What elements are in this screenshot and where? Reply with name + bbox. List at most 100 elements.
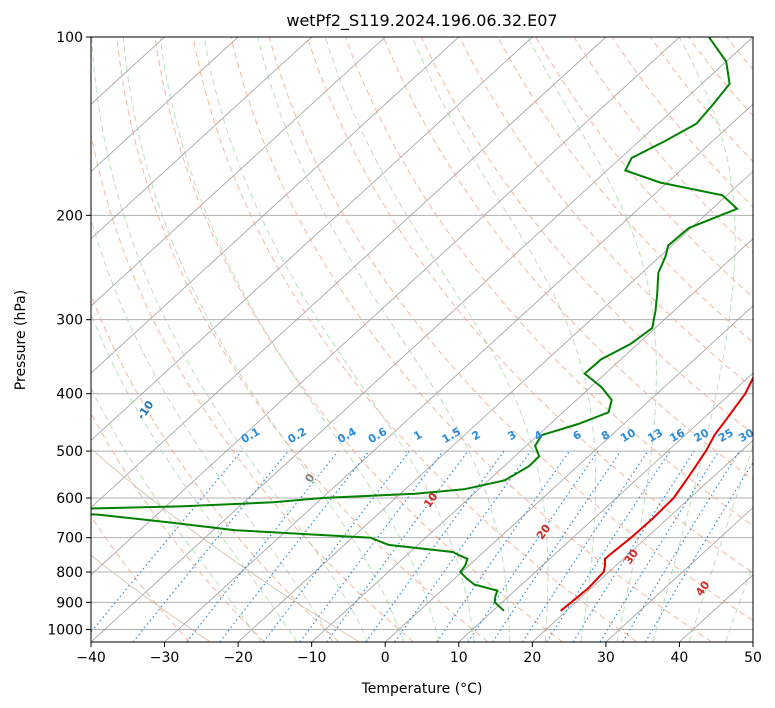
moist-adiabat — [159, 37, 440, 642]
y-tick-label: 900 — [56, 595, 83, 611]
y-tick-label: 1000 — [47, 622, 83, 638]
isotherm-line — [91, 37, 239, 173]
isotherm-line — [91, 37, 680, 576]
isotherm-line — [311, 238, 753, 642]
mixing-ratio-label: 36 — [757, 426, 775, 445]
plot-frame — [90, 36, 754, 643]
x-tick-label: −10 — [297, 650, 327, 666]
mixing-ratio-line — [219, 450, 370, 642]
dry-adiabat — [154, 37, 563, 642]
mixing-ratio-line — [436, 450, 570, 642]
mixing-ratio-line — [521, 450, 649, 642]
x-tick-label: −20 — [223, 650, 253, 666]
moist-adiabat — [688, 444, 753, 642]
mixing-ratio-label: 0.1 — [239, 425, 262, 446]
mixing-ratio-line — [546, 450, 671, 642]
isotherm-line — [91, 37, 460, 374]
mixing-ratio-line — [644, 461, 753, 642]
y-tick-label: 500 — [56, 444, 83, 460]
axes: −40 −30 −20 −10 0 10 20 30 40 5010020030040050060… — [47, 30, 762, 666]
moist-adiabat — [91, 217, 334, 642]
isotherm-line — [91, 37, 753, 642]
mixing-ratio-label: 10 — [618, 426, 638, 445]
moist-adiabat-label: 30 — [622, 547, 642, 567]
dry-adiabat — [687, 37, 753, 117]
mixing-ratio-label: 8 — [599, 428, 612, 443]
y-tick-label: 800 — [56, 565, 83, 581]
isotherm-line — [91, 37, 533, 441]
x-tick-label: 40 — [671, 650, 689, 666]
mixing-ratio-label: 0.2 — [285, 425, 308, 446]
isotherm-line — [384, 305, 753, 642]
sounding-lines — [91, 37, 753, 612]
x-tick-label: 0 — [381, 650, 390, 666]
mixing-ratio-line — [263, 450, 410, 642]
x-tick-label: 30 — [597, 650, 615, 666]
dry-adiabat — [421, 37, 753, 435]
mixing-ratio-label: 1 — [411, 428, 424, 443]
chart-title: wetPf2_S119.2024.196.06.32.E07 — [286, 11, 557, 31]
dry-adiabat — [230, 37, 713, 642]
mixing-ratio-label: 13 — [645, 426, 665, 445]
mixing-ratio-line — [572, 450, 695, 642]
mixing-ratio-label: 6 — [571, 428, 584, 443]
x-tick-label: 50 — [744, 650, 762, 666]
mixing-ratio-line — [467, 450, 599, 642]
y-tick-label: 600 — [56, 491, 83, 507]
x-axis-label: Temperature (°C) — [361, 681, 483, 697]
dry-adiabat — [382, 37, 753, 481]
moist-adiabat — [257, 37, 511, 642]
mixing-ratio-label: 3 — [506, 428, 519, 443]
temperature-profile — [559, 375, 753, 612]
dry-adiabat — [306, 37, 753, 574]
reference-curve — [0, 37, 61, 642]
dry-adiabat — [649, 37, 753, 163]
moist-adiabat — [122, 37, 405, 642]
moist-adiabat-label: 40 — [693, 578, 713, 598]
dry-adiabat — [497, 37, 753, 344]
moist-adiabat — [324, 37, 549, 642]
isotherm-line — [91, 37, 386, 307]
mixing-ratio-line — [91, 450, 242, 633]
moist-adiabat — [203, 37, 475, 642]
dry-adiabat — [268, 37, 753, 622]
mixing-ratio-line — [132, 450, 289, 642]
mixing-ratio-line — [394, 450, 532, 642]
mixing-ratio-label: 2 — [470, 428, 483, 443]
mixing-ratio-label: 30 — [736, 426, 756, 445]
mixing-ratio-line — [186, 450, 339, 642]
y-tick-label: 400 — [56, 387, 83, 403]
moist-adiabat-label: 20 — [534, 522, 554, 542]
moist-adiabat — [652, 37, 736, 642]
y-axis-label: Pressure (hPa) — [13, 290, 29, 390]
isotherm-line — [91, 37, 312, 240]
mixing-ratio-label: 16 — [667, 426, 687, 445]
reference-curve — [91, 554, 211, 642]
dewpoint-profile — [91, 37, 739, 612]
y-tick-label: 100 — [56, 30, 83, 46]
y-tick-label: 300 — [56, 313, 83, 329]
dry-adiabat-label: -10 — [134, 398, 156, 422]
isotherm-line — [91, 37, 607, 509]
mixing-ratio-label: 0.6 — [366, 425, 390, 446]
isotherm-line — [237, 170, 753, 642]
dry-adiabat — [725, 37, 753, 71]
isotherm-line — [532, 439, 753, 642]
x-tick-label: 10 — [450, 650, 468, 666]
dry-adiabat — [116, 37, 489, 642]
mixing-ratio-label: 0.4 — [335, 425, 359, 446]
isotherm-line — [164, 103, 753, 642]
moist-adiabat — [725, 563, 753, 642]
isotherm-line — [605, 506, 753, 642]
x-tick-label: 20 — [523, 650, 541, 666]
isotherm-line — [752, 641, 753, 642]
x-tick-label: −40 — [76, 650, 106, 666]
dry-adiabat — [344, 37, 753, 527]
dry-adiabat — [192, 37, 638, 642]
x-tick-label: −30 — [150, 650, 180, 666]
moist-adiabat — [527, 37, 657, 642]
moist-adiabat — [91, 37, 369, 642]
moist-adiabat — [91, 387, 262, 642]
dry-adiabat — [754, 24, 775, 642]
